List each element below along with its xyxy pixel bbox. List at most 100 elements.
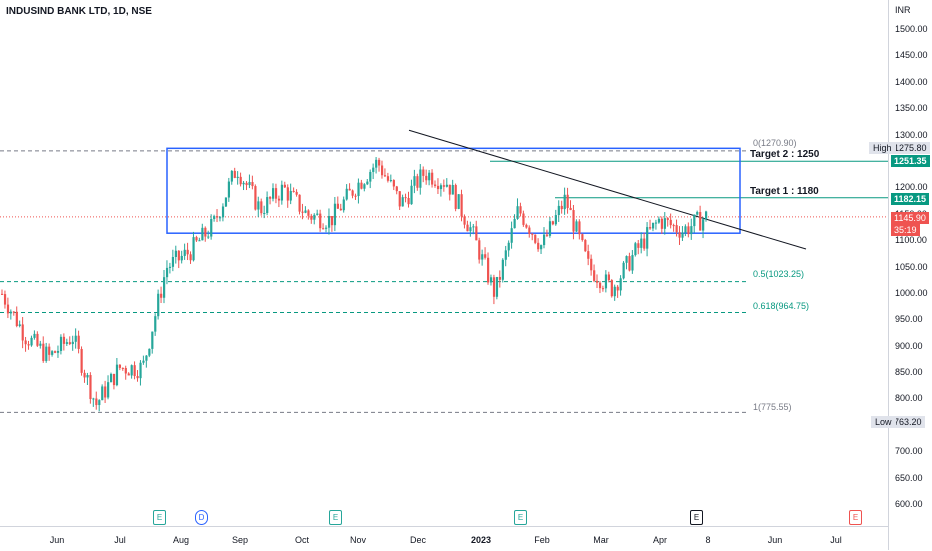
candle-body: [242, 182, 245, 185]
candle-body: [363, 184, 366, 189]
candle-body: [271, 188, 275, 199]
candle-body: [569, 207, 572, 211]
candle-body: [375, 159, 378, 168]
candle-body: [286, 187, 289, 201]
target1-value-tag: 1182.15: [891, 193, 930, 205]
candle-body: [269, 197, 272, 199]
earnings-event-2[interactable]: E: [329, 510, 342, 525]
candle-body: [277, 198, 281, 201]
candle-body: [233, 170, 236, 178]
chart-area[interactable]: INDUSIND BANK LTD, 1D, NSE Target 2 : 12…: [0, 0, 888, 526]
candle-body: [51, 351, 54, 355]
candle-body: [472, 226, 475, 228]
candle-body: [9, 311, 13, 314]
candle-body: [168, 266, 172, 268]
candle-body: [213, 216, 216, 219]
candle-body: [189, 254, 192, 261]
candle-body: [177, 250, 180, 261]
candle-body: [210, 218, 213, 237]
candle-body: [666, 218, 669, 220]
time-tick-label: Mar: [593, 535, 609, 545]
candle-body: [65, 342, 69, 344]
consolidation-box: [166, 147, 741, 234]
candle-body: [687, 226, 690, 235]
candle-body: [681, 232, 684, 238]
candle-body: [1, 293, 4, 295]
candle-body: [584, 239, 587, 252]
candle-body: [12, 311, 15, 313]
candle-body: [442, 185, 446, 187]
candle-body: [572, 210, 575, 232]
price-axis[interactable]: INR 1500.00 1450.00 1400.00 1350.00 1300.00 1…: [888, 0, 932, 550]
candle-body: [218, 217, 222, 219]
candle-body: [310, 215, 313, 220]
price-tick-label: 1050.00: [895, 261, 928, 272]
price-tick-label: 950.00: [895, 314, 923, 325]
candle-body: [174, 250, 177, 257]
time-axis[interactable]: Jun Jul Aug Sep Oct Nov Dec 2023 Feb Mar Apr 8 Jun Ju…: [0, 526, 888, 551]
candle-body: [434, 184, 437, 186]
time-tick-label: Aug: [172, 535, 190, 545]
earnings-event-5[interactable]: E: [849, 510, 862, 525]
earnings-event-1[interactable]: E: [153, 510, 166, 525]
low-value-tag: 763.20: [891, 416, 925, 428]
candle-body: [419, 169, 422, 188]
candle-body: [702, 219, 705, 231]
candle-body: [136, 376, 139, 379]
candle-body: [451, 185, 454, 195]
fib-0618-label: 0.618(964.75): [753, 301, 810, 311]
candle-body: [171, 256, 175, 267]
candle-body: [672, 225, 675, 227]
candle-body: [257, 201, 260, 210]
target2-value-tag: 1251.35: [891, 155, 930, 167]
candle-body: [3, 294, 7, 305]
candle-body: [89, 375, 92, 400]
time-tick-label: Apr: [652, 535, 668, 545]
candle-body: [107, 382, 110, 398]
candle-body: [195, 237, 198, 241]
price-tick-label: 700.00: [895, 446, 923, 457]
candle-body: [631, 255, 634, 271]
candle-body: [357, 182, 360, 197]
candle-body: [68, 342, 71, 345]
candle-body: [696, 212, 699, 215]
candle-body: [118, 364, 122, 368]
low-label: Low: [871, 416, 896, 428]
candle-body: [74, 335, 77, 342]
candle-body: [436, 185, 440, 190]
candle-body: [80, 348, 83, 373]
candle-body: [280, 184, 284, 201]
price-chart[interactable]: [0, 0, 888, 526]
dividend-event[interactable]: D: [195, 510, 208, 525]
candle-body: [292, 190, 295, 192]
candle-body: [454, 185, 457, 209]
candle-body: [6, 304, 10, 314]
candle-body: [534, 234, 537, 243]
high-value-tag: 1275.80: [891, 142, 930, 154]
candle-body: [657, 218, 661, 223]
price-tick-label: 1000.00: [895, 287, 928, 298]
candle-body: [610, 280, 613, 297]
candle-body: [498, 276, 502, 280]
candle-body: [598, 282, 602, 289]
candle-body: [245, 182, 248, 186]
candle-body: [298, 194, 301, 212]
earnings-event-3[interactable]: E: [514, 510, 527, 525]
candle-body: [15, 311, 18, 326]
candle-body: [36, 333, 39, 346]
candle-body: [519, 206, 522, 214]
candle-body: [260, 201, 263, 214]
candle-body: [160, 293, 163, 298]
candle-body: [646, 227, 649, 249]
candle-body: [404, 197, 407, 199]
candle-body: [675, 225, 678, 233]
candle-body: [307, 210, 310, 216]
candle-body: [360, 182, 363, 189]
candle-body: [224, 197, 228, 207]
candle-body: [83, 372, 86, 378]
candle-body: [522, 213, 525, 225]
candle-body: [198, 240, 201, 242]
candle-body: [554, 215, 557, 225]
candle-body: [460, 194, 463, 217]
earnings-event-4[interactable]: E: [690, 510, 703, 525]
